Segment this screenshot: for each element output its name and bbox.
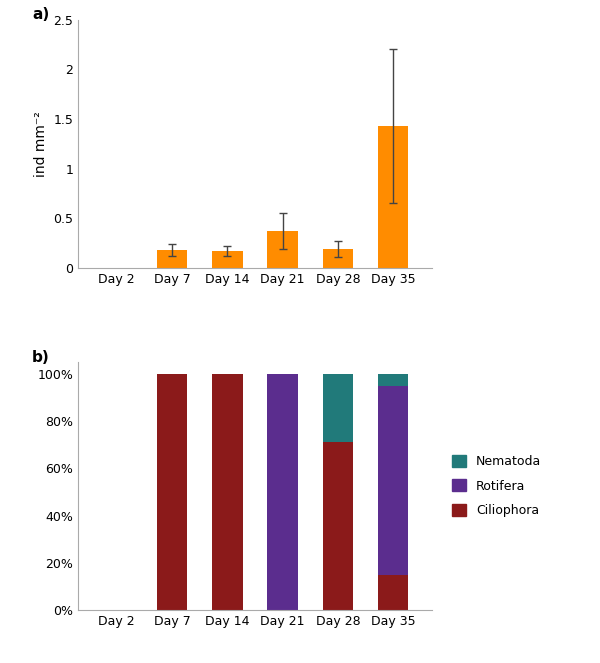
Legend: Nematoda, Rotifera, Ciliophora: Nematoda, Rotifera, Ciliophora <box>452 455 541 517</box>
Bar <box>323 442 353 610</box>
Bar <box>378 575 409 610</box>
Bar <box>323 374 353 442</box>
Bar <box>157 374 187 610</box>
Bar <box>212 251 242 268</box>
Bar <box>378 374 409 386</box>
Y-axis label: ind mm⁻²: ind mm⁻² <box>34 111 47 177</box>
Bar <box>157 250 187 268</box>
Bar <box>268 374 298 610</box>
Text: a): a) <box>32 7 49 23</box>
Bar <box>378 126 409 268</box>
Bar <box>378 386 409 575</box>
Bar <box>212 374 242 610</box>
Bar <box>268 231 298 268</box>
Text: b): b) <box>32 349 50 365</box>
Bar <box>323 249 353 268</box>
